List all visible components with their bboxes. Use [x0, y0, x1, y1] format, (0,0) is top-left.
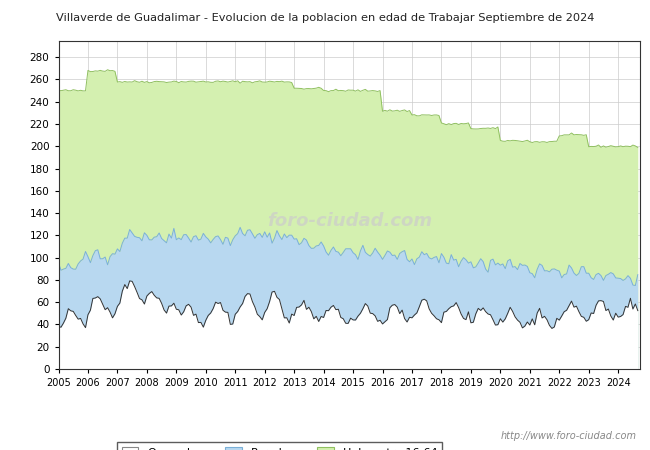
Text: http://www.foro-ciudad.com: http://www.foro-ciudad.com: [501, 431, 637, 441]
Text: Villaverde de Guadalimar - Evolucion de la poblacion en edad de Trabajar Septiem: Villaverde de Guadalimar - Evolucion de …: [56, 13, 594, 23]
Text: foro-ciudad.com: foro-ciudad.com: [266, 212, 432, 230]
Legend: Ocupados, Parados, Hab. entre 16-64: Ocupados, Parados, Hab. entre 16-64: [118, 442, 442, 450]
